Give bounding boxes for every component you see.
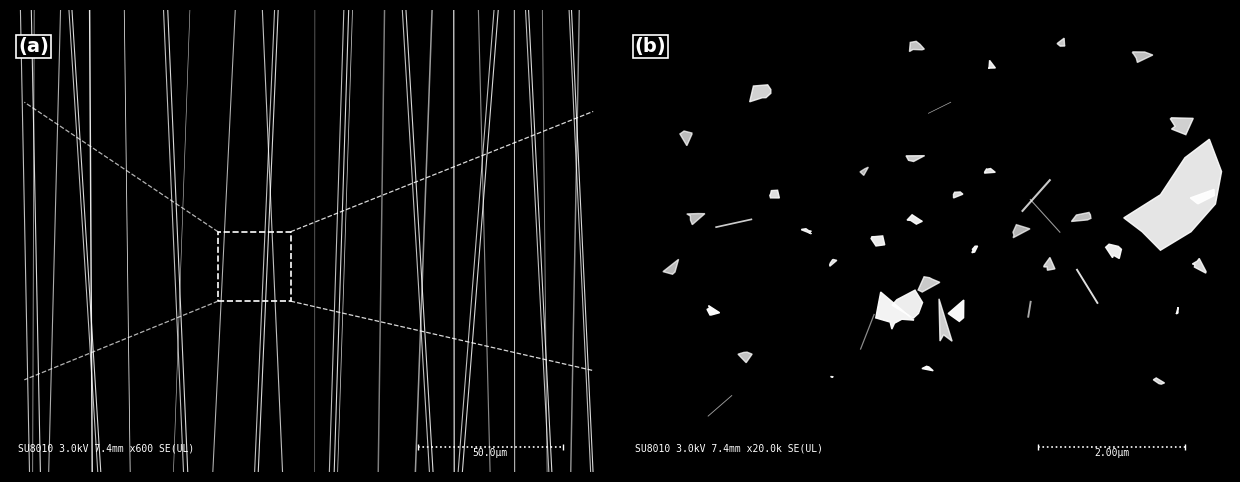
Polygon shape (949, 300, 963, 321)
Polygon shape (1190, 189, 1214, 204)
Text: (a): (a) (19, 38, 50, 56)
Polygon shape (985, 169, 996, 173)
Polygon shape (801, 228, 811, 234)
Polygon shape (1193, 258, 1207, 273)
Polygon shape (1058, 38, 1065, 46)
Text: (b): (b) (635, 38, 666, 56)
Polygon shape (1044, 257, 1055, 270)
Polygon shape (923, 366, 934, 371)
Polygon shape (954, 192, 962, 198)
Text: 50.0μm: 50.0μm (472, 448, 508, 458)
Text: 2.00μm: 2.00μm (1094, 448, 1130, 458)
Polygon shape (892, 290, 923, 318)
Polygon shape (707, 306, 719, 315)
Polygon shape (1171, 118, 1193, 134)
Polygon shape (738, 352, 753, 362)
Polygon shape (663, 259, 678, 274)
Polygon shape (1132, 52, 1153, 63)
Polygon shape (687, 214, 704, 225)
Polygon shape (906, 156, 925, 161)
Polygon shape (909, 41, 924, 52)
Polygon shape (906, 215, 923, 224)
Text: SU8010 3.0kV 7.4mm x20.0k SE(UL): SU8010 3.0kV 7.4mm x20.0k SE(UL) (635, 444, 822, 454)
Polygon shape (918, 277, 940, 292)
Polygon shape (1177, 308, 1178, 314)
Polygon shape (831, 376, 833, 377)
Polygon shape (870, 236, 885, 246)
Polygon shape (939, 299, 952, 341)
Polygon shape (875, 292, 914, 329)
Bar (218, 232, 290, 301)
Polygon shape (750, 85, 771, 102)
Text: SU8010 3.0kV 7.4mm x600 SE(UL): SU8010 3.0kV 7.4mm x600 SE(UL) (19, 444, 195, 454)
Polygon shape (972, 246, 977, 253)
Polygon shape (1123, 139, 1221, 250)
Polygon shape (770, 190, 780, 198)
Polygon shape (990, 60, 996, 69)
Polygon shape (861, 167, 868, 175)
Polygon shape (830, 259, 837, 266)
Polygon shape (1013, 225, 1030, 238)
Polygon shape (1106, 244, 1121, 258)
Polygon shape (680, 131, 692, 146)
Polygon shape (1153, 378, 1164, 384)
Polygon shape (1071, 213, 1091, 221)
